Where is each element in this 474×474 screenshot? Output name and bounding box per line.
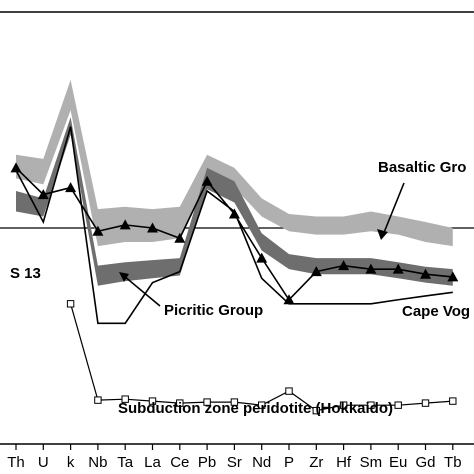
point-subduction-zone-peridotite-hokkaido-Pb — [203, 398, 211, 406]
x-tick-label-k: k — [67, 454, 75, 471]
x-tick-label-Th: Th — [7, 454, 25, 471]
annotation-picritic-group: Picritic Group — [164, 302, 263, 319]
point-cape-vogel-U — [37, 189, 49, 200]
bands-layer — [16, 79, 453, 286]
point-subduction-zone-peridotite-hokkaido-La — [148, 397, 157, 405]
band-basaltic-group — [16, 79, 453, 247]
point-cape-vogel-Eu — [392, 263, 404, 274]
point-subduction-zone-peridotite-hokkaido-k — [66, 300, 75, 308]
point-subduction-zone-peridotite-hokkaido-Nd — [258, 401, 266, 409]
point-cape-vogel-Th — [10, 162, 22, 173]
x-tick-label-Nb: Nb — [88, 454, 107, 471]
point-cape-vogel-Nb — [92, 225, 104, 236]
point-subduction-zone-peridotite-hokkaido-Zr — [312, 406, 321, 415]
basaltic-arrow-head — [377, 229, 388, 240]
x-tick-label-Tb: Tb — [444, 454, 462, 471]
point-cape-vogel-Ce — [174, 232, 186, 243]
x-tick-label-Gd: Gd — [415, 454, 435, 471]
point-subduction-zone-peridotite-hokkaido-Hf — [339, 401, 348, 409]
point-subduction-zone-peridotite-hokkaido-Tb — [449, 397, 457, 405]
point-cape-vogel-Zr — [310, 266, 322, 277]
x-tick-label-Ce: Ce — [170, 454, 189, 471]
x-tick-label-Nd: Nd — [252, 454, 271, 471]
point-cape-vogel-Sm — [365, 263, 377, 274]
x-tick-label-Eu: Eu — [389, 454, 407, 471]
band-picritic-group — [16, 117, 453, 286]
annotation-cape-vogel: Cape Vog — [402, 303, 470, 320]
x-tick-label-Zr: Zr — [309, 454, 323, 471]
point-cape-vogel-k — [65, 182, 77, 193]
x-tick-label-P: P — [284, 454, 294, 471]
point-subduction-zone-peridotite-hokkaido-Ce — [176, 399, 184, 407]
point-cape-vogel-P — [283, 294, 295, 305]
point-cape-vogel-La — [147, 222, 158, 233]
picritic-arrow-head — [119, 272, 129, 282]
annotation-peridotite: Subduction zone peridotite (Hokkaido) — [118, 400, 393, 417]
point-cape-vogel-Sr — [228, 208, 240, 219]
picritic-arrow-line — [123, 275, 161, 307]
point-subduction-zone-peridotite-hokkaido-Gd — [421, 399, 430, 407]
x-tick-label-Sr: Sr — [227, 454, 242, 471]
point-cape-vogel-Tb — [447, 271, 459, 282]
point-subduction-zone-peridotite-hokkaido-Eu — [394, 401, 402, 409]
annotation-basaltic-group: Basaltic Gro — [378, 159, 466, 176]
x-tick-label-Pb: Pb — [198, 454, 216, 471]
x-tick-label-Sm: Sm — [360, 454, 383, 471]
point-subduction-zone-peridotite-hokkaido-Ta — [121, 395, 129, 403]
basaltic-arrow-line — [382, 182, 405, 236]
point-cape-vogel-Gd — [420, 268, 431, 279]
point-subduction-zone-peridotite-hokkaido-Sr — [230, 398, 239, 406]
x-tick-label-U: U — [38, 454, 49, 471]
point-cape-vogel-Hf — [338, 260, 350, 271]
point-subduction-zone-peridotite-hokkaido-Nb — [94, 396, 102, 404]
point-cape-vogel-Pb — [201, 175, 213, 186]
annotation-s13: S 13 — [10, 265, 41, 282]
point-cape-vogel-Nd — [256, 252, 268, 263]
x-tick-label-La: La — [144, 454, 161, 471]
point-subduction-zone-peridotite-hokkaido-Sm — [367, 401, 375, 409]
point-cape-vogel-Ta — [119, 219, 131, 230]
point-subduction-zone-peridotite-hokkaido-P — [285, 387, 293, 395]
markers-layer — [10, 162, 459, 415]
x-tick-label-Hf: Hf — [336, 454, 352, 471]
x-tick-label-Ta: Ta — [117, 454, 134, 471]
